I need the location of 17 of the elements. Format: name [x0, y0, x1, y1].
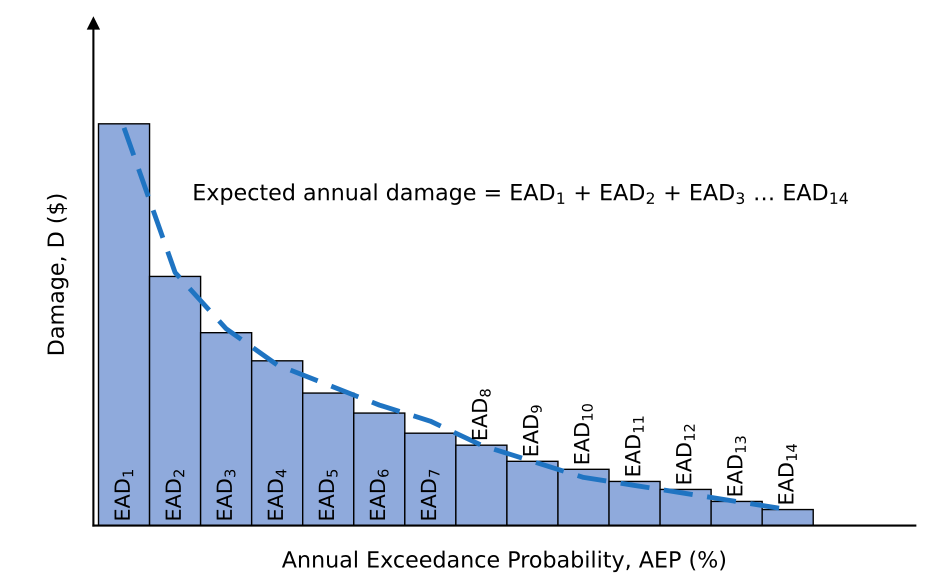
x-tick-label: EAD$_{10}$	[574, 404, 593, 464]
x-tick-label: EAD$_{14}$	[778, 444, 797, 504]
x-tick-label: EAD$_{5}$	[318, 470, 338, 520]
x-tick-label: EAD$_{4}$	[268, 469, 286, 520]
x-tick-label: EAD$_{8}$	[472, 389, 491, 440]
y-axis-title: Damage, D ($)	[46, 194, 68, 354]
x-tick-label: EAD$_{3}$	[216, 470, 236, 520]
x-tick-label: EAD$_{2}$	[166, 470, 184, 520]
x-axis-title: Annual Exceedance Probability, AEP (%)	[282, 550, 726, 572]
annotation: Expected annual damage = EAD$_{1}$ + EAD$_{2}$ + EAD$_{3}$ … EAD$_{14}$	[194, 183, 848, 205]
x-tick-label: EAD$_{13}$	[727, 436, 746, 496]
x-tick-label: EAD$_{9}$	[522, 405, 542, 456]
x-tick-label: EAD$_{12}$	[676, 424, 695, 484]
x-tick-label: EAD$_{11}$	[625, 416, 644, 476]
x-tick-label: EAD$_{7}$	[420, 470, 440, 520]
x-tick-label: EAD$_{1}$	[114, 470, 134, 520]
x-tick-label: EAD$_{6}$	[370, 470, 389, 520]
